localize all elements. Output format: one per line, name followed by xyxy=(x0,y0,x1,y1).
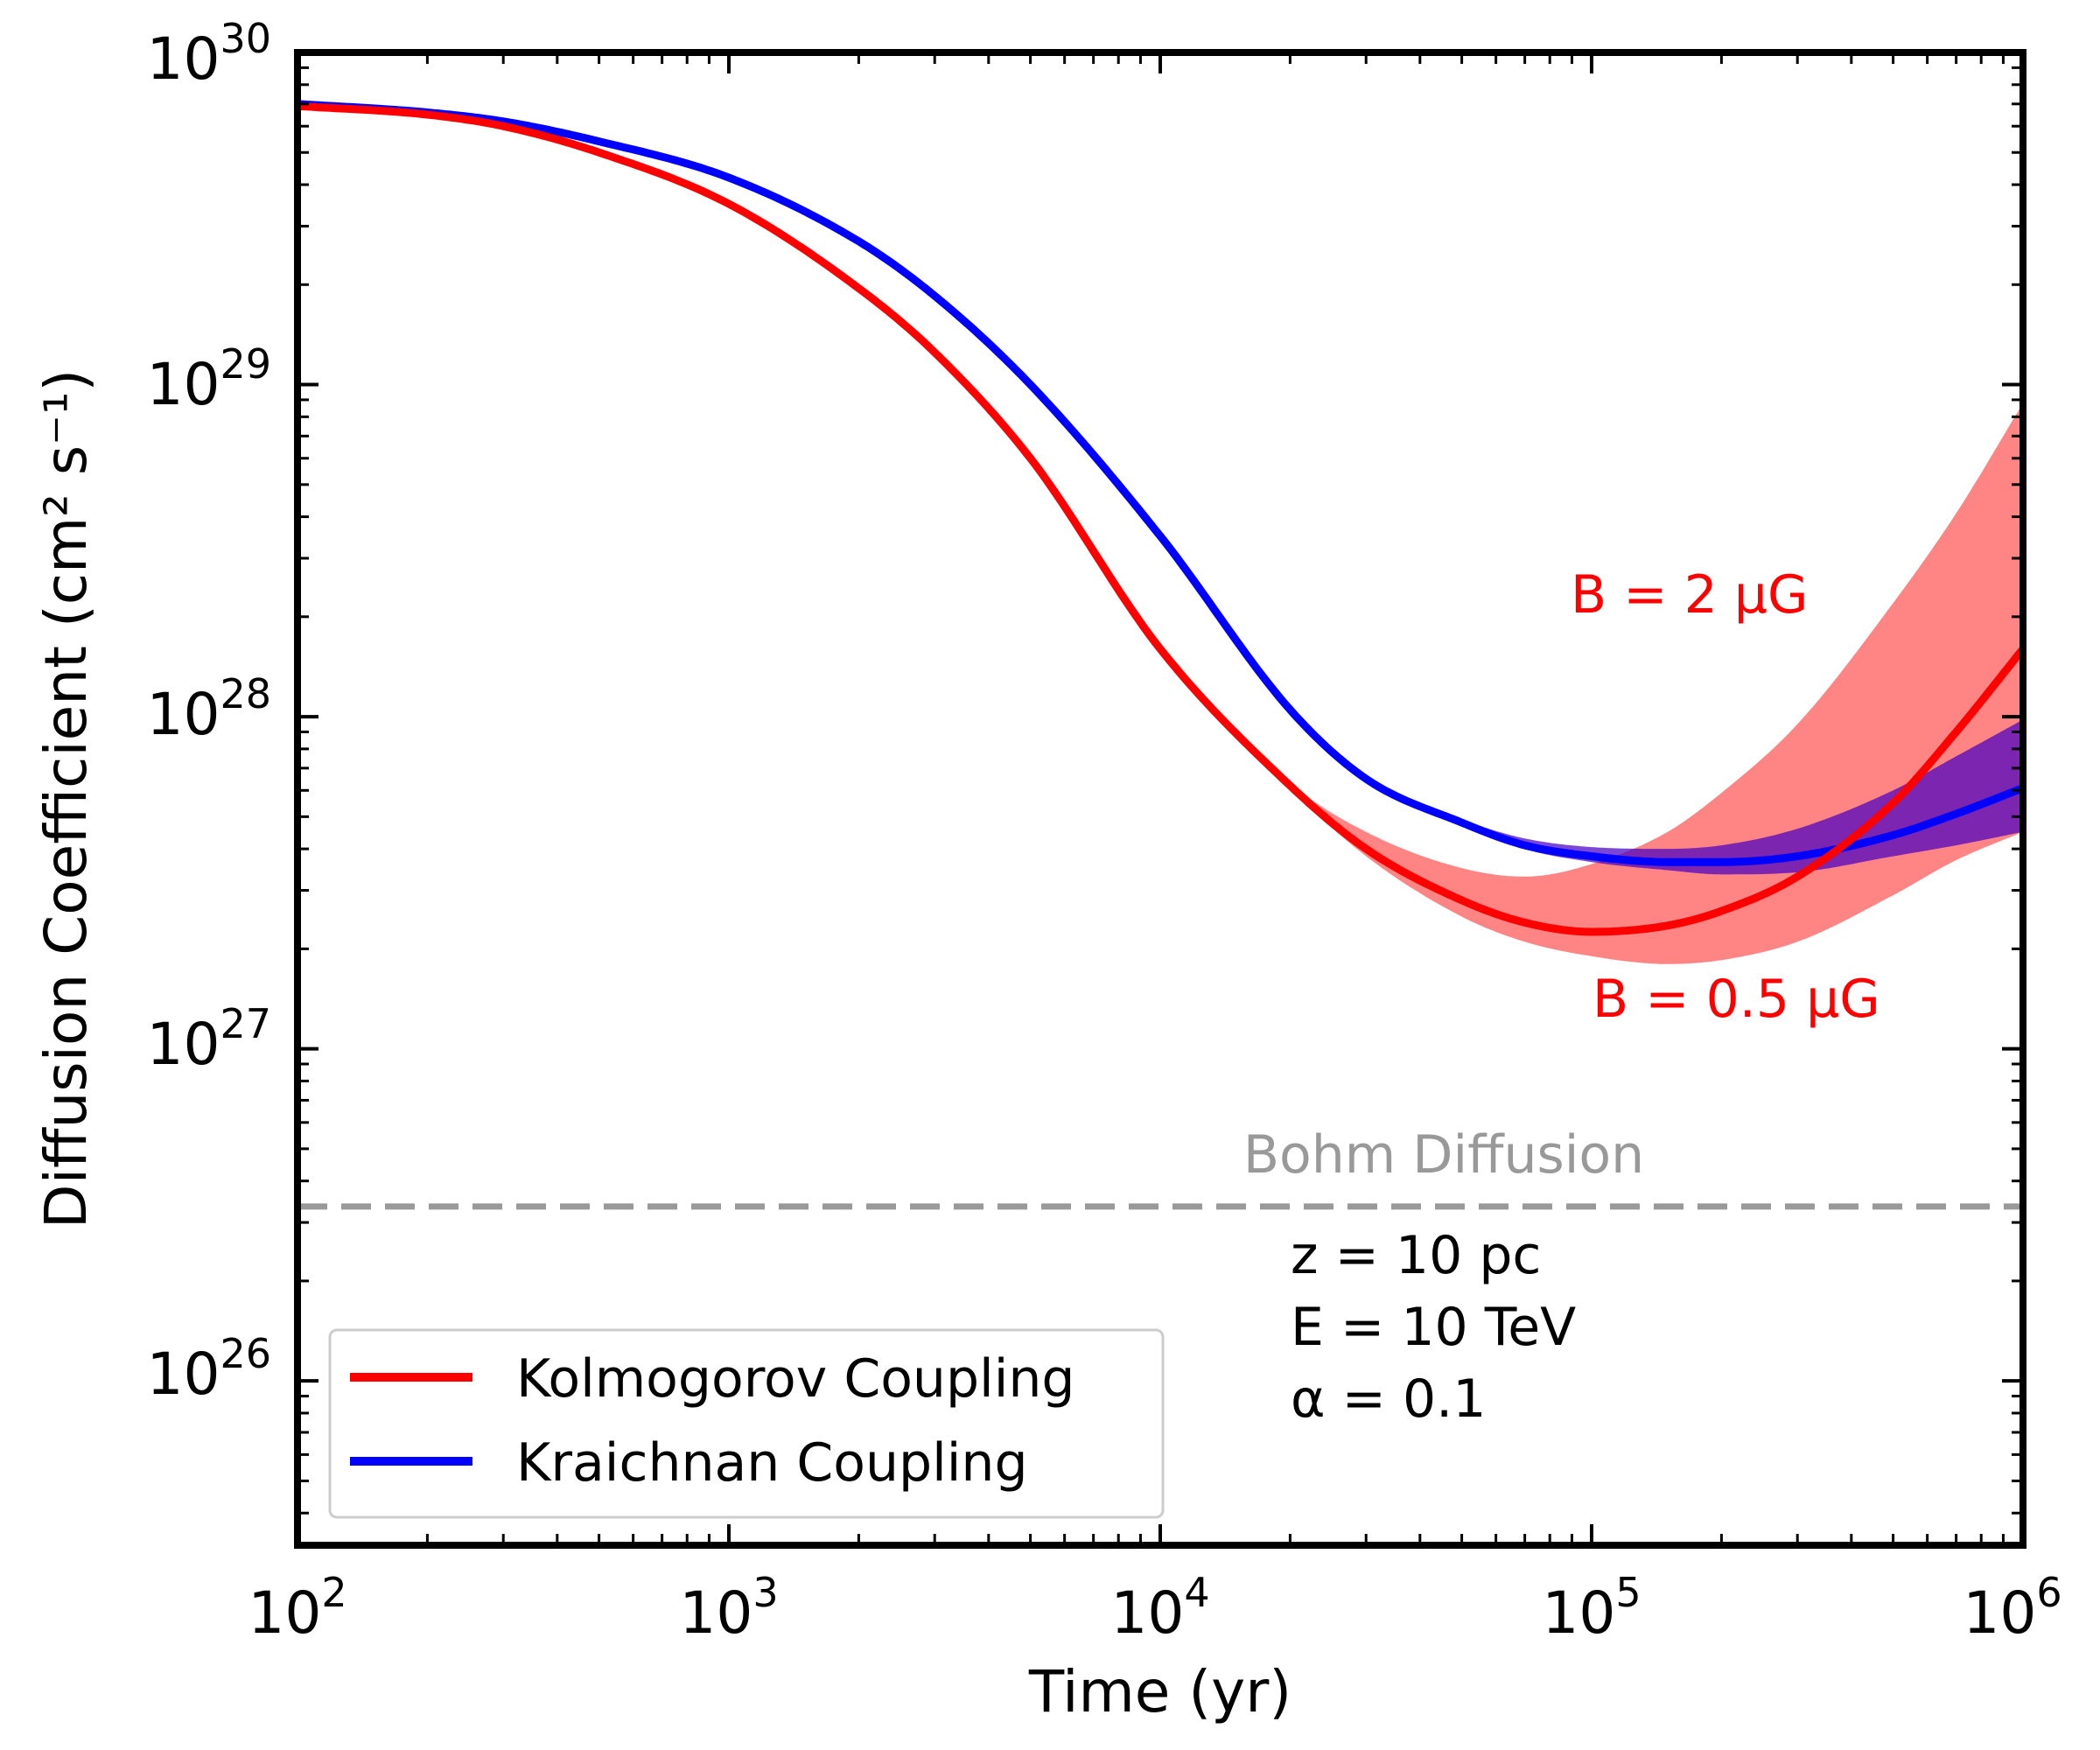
y-tick-labels: 1026 1027 1028 1029 1030 xyxy=(146,15,271,1408)
x-tick-label: 105 xyxy=(1542,1569,1641,1647)
x-tick-label: 104 xyxy=(1110,1569,1209,1647)
param-alpha: α = 0.1 xyxy=(1291,1368,1486,1430)
kraichnan-line xyxy=(298,100,2023,866)
band-upper-label: B = 2 μG xyxy=(1571,564,1809,626)
x-tick-label: 103 xyxy=(679,1569,778,1647)
uncertainty-bands xyxy=(298,103,2023,964)
bohm-diffusion-label: Bohm Diffusion xyxy=(1243,1124,1644,1186)
y-tick-label: 1026 xyxy=(146,1330,271,1408)
x-tick-label: 102 xyxy=(248,1569,346,1647)
band-lower-label: B = 0.5 μG xyxy=(1592,969,1880,1030)
y-tick-label: 1028 xyxy=(146,670,271,748)
legend-label-kolmogorov: Kolmogorov Coupling xyxy=(516,1348,1075,1410)
param-energy: E = 10 TeV xyxy=(1291,1297,1576,1358)
param-z: z = 10 pc xyxy=(1291,1225,1541,1286)
legend: Kolmogorov Coupling Kraichnan Coupling xyxy=(328,1328,1165,1519)
plot-frame xyxy=(294,49,2026,1549)
y-tick-label: 1029 xyxy=(146,340,271,418)
x-tick-labels: 102 103 104 105 106 xyxy=(248,1569,2062,1647)
legend-box xyxy=(328,1328,1165,1519)
legend-label-kraichnan: Kraichnan Coupling xyxy=(516,1432,1028,1494)
plot-area xyxy=(298,100,2023,1210)
kolmogorov-band xyxy=(298,106,2023,964)
y-axis-label: Diffusion Coefficient (cm² s⁻¹) xyxy=(32,369,100,1228)
kolmogorov-line xyxy=(298,102,2023,936)
x-tick-label: 106 xyxy=(1963,1569,2062,1647)
y-tick-label: 1027 xyxy=(146,1000,271,1078)
y-tick-label: 1030 xyxy=(146,15,271,93)
series-lines xyxy=(298,100,2023,936)
x-axis-label: Time (yr) xyxy=(1028,1658,1292,1726)
